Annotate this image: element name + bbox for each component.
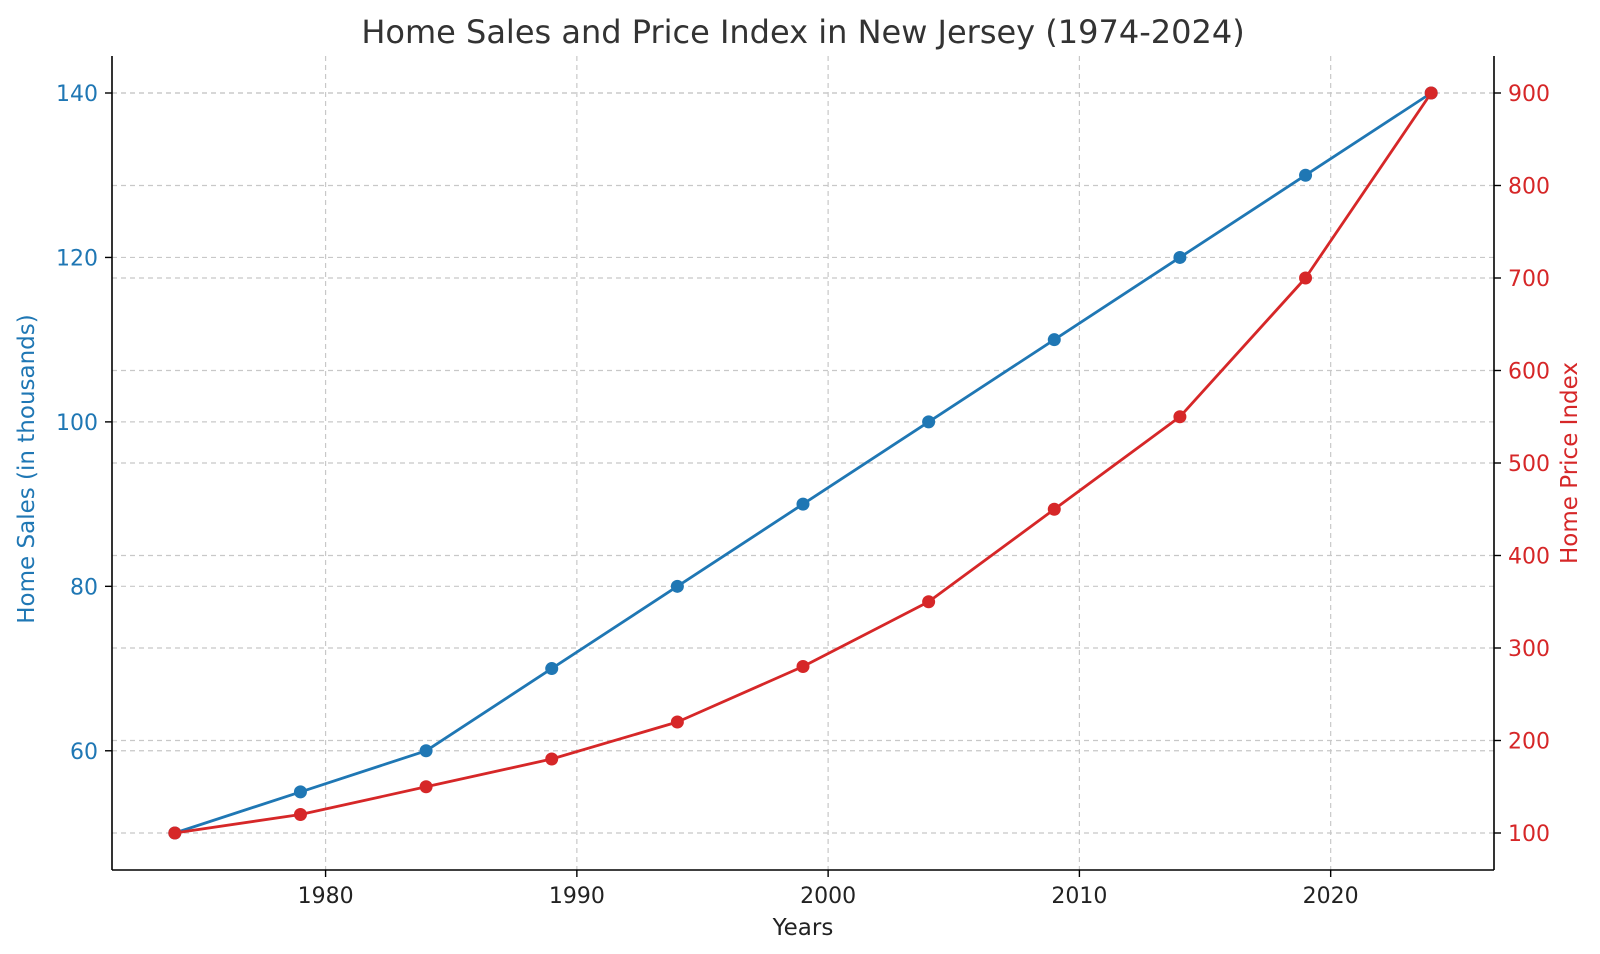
- home-sales-point: [1299, 168, 1313, 182]
- home-sales-point: [293, 785, 307, 799]
- y-right-tick-label: 800: [1508, 175, 1550, 200]
- price-index-point: [545, 752, 559, 766]
- x-tick-label: 2020: [1303, 884, 1359, 909]
- price-index-line: [174, 92, 1433, 835]
- price-index-point: [1173, 410, 1187, 424]
- y-left-tick-label: 140: [56, 82, 98, 107]
- price-index-point: [1299, 271, 1313, 285]
- x-tick-label: 2010: [1051, 884, 1107, 909]
- price-index-point: [293, 808, 307, 821]
- y-right-tick-label: 100: [1508, 822, 1550, 847]
- price-index-point: [168, 826, 182, 840]
- y-left-tick-label: 100: [56, 411, 98, 436]
- y-right-tick-label: 200: [1508, 730, 1550, 755]
- y-axis-left-label: Home Sales (in thousands): [14, 314, 40, 623]
- home-sales-line: [174, 91, 1432, 835]
- y-right-tick-label: 500: [1508, 452, 1550, 477]
- home-sales-point: [1047, 333, 1061, 347]
- price-index-point: [796, 660, 810, 673]
- tick-labels: 1980 1990 2000 2010 2020 60 80 100 120 140 100 200 3…: [56, 82, 1550, 909]
- y-axis-right-label: Home Price Index: [1557, 362, 1583, 564]
- x-tick-label: 1980: [298, 884, 354, 909]
- y-left-tick-label: 60: [70, 740, 98, 765]
- y-right-tick-label: 400: [1508, 545, 1550, 570]
- home-sales-point: [922, 415, 936, 429]
- y-left-tick-label: 80: [70, 575, 98, 600]
- y-left-tick-label: 120: [56, 246, 98, 271]
- home-sales-point: [545, 662, 559, 676]
- x-tick-label: 2000: [800, 884, 856, 909]
- price-index-point: [922, 595, 936, 609]
- grid-lines: [112, 56, 1494, 870]
- price-index-point: [670, 715, 684, 729]
- y-right-tick-label: 600: [1508, 360, 1550, 385]
- home-sales-point: [796, 497, 810, 511]
- chart-title: Home Sales and Price Index in New Jersey…: [361, 13, 1244, 51]
- y-right-tick-label: 700: [1508, 267, 1550, 292]
- price-index-point: [1047, 502, 1061, 516]
- y-right-tick-label: 300: [1508, 637, 1550, 662]
- price-index-point: [1424, 86, 1438, 100]
- home-sales-point: [419, 744, 433, 758]
- home-sales-point: [670, 579, 684, 593]
- series-layer: [168, 86, 1438, 840]
- x-tick-label: 1990: [549, 884, 605, 909]
- y-right-tick-label: 900: [1508, 82, 1550, 107]
- home-sales-point: [1173, 250, 1187, 264]
- x-axis-label: Years: [772, 915, 834, 941]
- price-index-point: [419, 780, 433, 794]
- price-index-series: [168, 86, 1438, 840]
